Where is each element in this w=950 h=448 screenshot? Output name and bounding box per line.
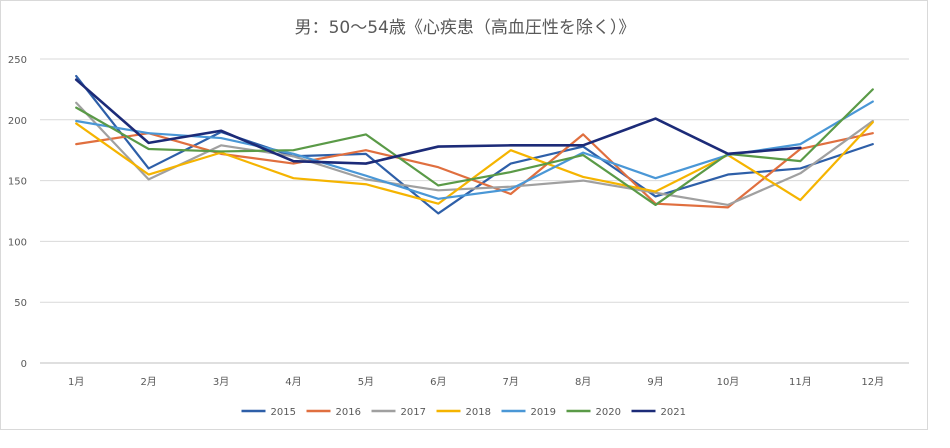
series-line-2018 — [75, 121, 874, 205]
y-tick-label: 50 — [14, 298, 27, 309]
x-tick-label: 11月 — [789, 376, 812, 388]
legend-label-2021: 2021 — [661, 407, 686, 418]
x-tick-label: 3月 — [213, 376, 229, 388]
legend-label-2018: 2018 — [466, 407, 491, 418]
line-chart: 0 50 100 150 200 250 1月 2月 3月 4月 5月 6月 7月 8月 9月 10月 11月 1… — [8, 55, 909, 418]
x-tick-label: 1月 — [68, 376, 84, 388]
x-tick-label: 12月 — [861, 376, 884, 388]
series-line-2017 — [75, 101, 874, 207]
x-tick-label: 4月 — [285, 376, 301, 388]
y-tick-label: 250 — [8, 55, 27, 66]
legend-label-2017: 2017 — [401, 407, 426, 418]
y-tick-label: 100 — [8, 237, 27, 248]
legend-label-2016: 2016 — [336, 407, 361, 418]
chart-frame: 男：50～54歳《心疾患（高血圧性を除く）》 0 50 100 150 200 250 1月… — [0, 0, 928, 430]
x-tick-label: 7月 — [503, 376, 519, 388]
x-tick-label: 9月 — [647, 376, 663, 388]
x-tick-label: 2月 — [140, 376, 156, 388]
chart-title: 男：50～54歳《心疾患（高血圧性を除く）》 — [294, 18, 636, 38]
x-tick-label: 5月 — [358, 376, 374, 388]
x-tick-label: 10月 — [717, 376, 740, 388]
legend-label-2020: 2020 — [596, 407, 621, 418]
x-tick-label: 8月 — [575, 376, 591, 388]
y-tick-label: 150 — [8, 177, 27, 188]
series-line-2021 — [74, 78, 802, 165]
series-line-2020 — [75, 88, 874, 207]
legend-label-2019: 2019 — [531, 407, 556, 418]
y-tick-label: 0 — [21, 359, 27, 370]
y-tick-label: 200 — [8, 116, 27, 127]
x-tick-label: 6月 — [430, 376, 446, 388]
legend-label-2015: 2015 — [271, 407, 296, 418]
